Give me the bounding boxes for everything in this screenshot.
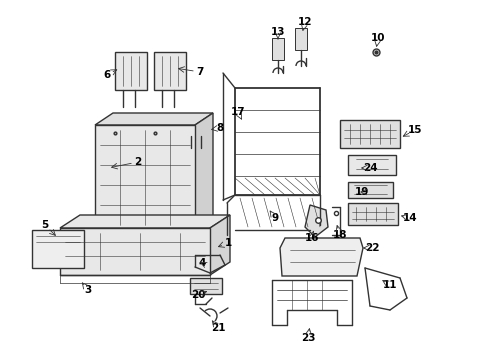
Text: 17: 17: [230, 107, 245, 117]
Polygon shape: [280, 238, 362, 276]
Text: 9: 9: [271, 213, 278, 223]
Text: 7: 7: [196, 67, 203, 77]
Polygon shape: [185, 118, 207, 136]
Polygon shape: [339, 120, 399, 148]
Polygon shape: [209, 215, 229, 275]
Text: 20: 20: [190, 290, 205, 300]
Polygon shape: [60, 215, 229, 228]
Text: 1: 1: [224, 238, 231, 248]
Text: 12: 12: [297, 17, 312, 27]
Polygon shape: [95, 125, 195, 230]
Polygon shape: [60, 228, 209, 275]
Polygon shape: [347, 155, 395, 175]
Text: 15: 15: [407, 125, 421, 135]
Text: 24: 24: [362, 163, 377, 173]
Polygon shape: [32, 230, 84, 268]
Text: 21: 21: [210, 323, 225, 333]
Polygon shape: [305, 205, 327, 237]
Polygon shape: [347, 203, 397, 225]
Polygon shape: [198, 148, 205, 156]
Polygon shape: [187, 148, 196, 156]
Polygon shape: [271, 38, 284, 60]
Text: 11: 11: [382, 280, 396, 290]
Text: 10: 10: [370, 33, 385, 43]
Text: 5: 5: [41, 220, 48, 230]
Text: 16: 16: [304, 233, 319, 243]
Polygon shape: [294, 28, 306, 50]
Polygon shape: [95, 113, 213, 125]
Text: 18: 18: [332, 230, 346, 240]
Text: 14: 14: [402, 213, 416, 223]
Text: 23: 23: [300, 333, 315, 343]
Polygon shape: [154, 52, 185, 90]
Polygon shape: [347, 182, 392, 198]
Text: 22: 22: [364, 243, 379, 253]
Polygon shape: [115, 52, 147, 90]
Polygon shape: [190, 278, 222, 294]
Text: 13: 13: [270, 27, 285, 37]
Text: 8: 8: [216, 123, 223, 133]
Text: 2: 2: [134, 157, 142, 167]
Text: 19: 19: [354, 187, 368, 197]
Text: 4: 4: [198, 258, 205, 268]
Text: 6: 6: [103, 70, 110, 80]
Polygon shape: [195, 113, 213, 230]
Text: 3: 3: [84, 285, 91, 295]
